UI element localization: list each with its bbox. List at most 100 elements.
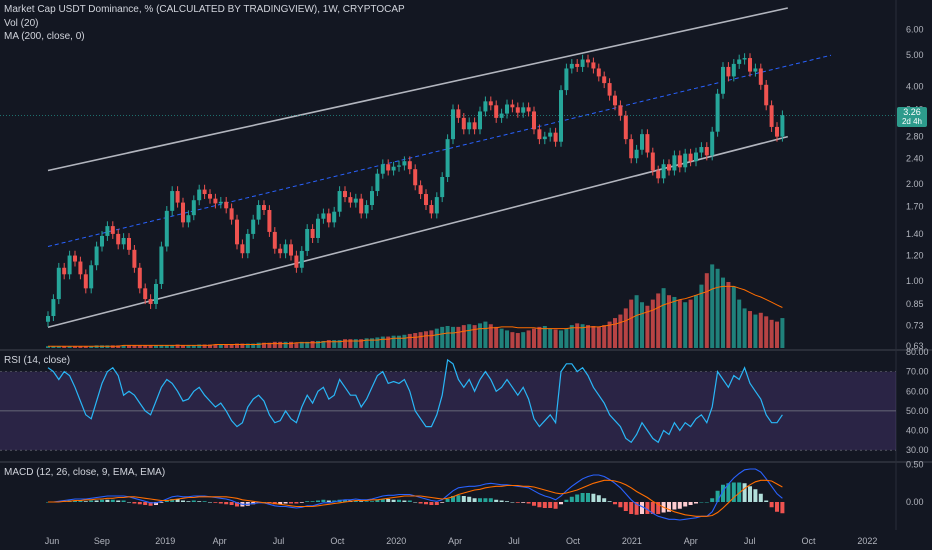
candle-body [634,149,639,159]
volume-bar [575,323,580,348]
candle-body [656,170,661,179]
volume-bar [353,339,358,348]
macd-histogram-bar [461,496,466,502]
candle-body [56,267,61,300]
time-axis[interactable]: Jun Sep 2019 Apr Jul Oct 2020 Apr Jul Oct 2021 Apr J… [45,536,878,546]
macd-histogram-bar [402,500,407,502]
volume-bar [175,344,180,348]
macd-histogram-bar [494,499,499,502]
macd-indicator-label[interactable]: MACD (12, 26, close, 9, EMA, EMA) [4,467,166,478]
macd-histogram-bar [672,502,677,510]
macd-histogram-bar [202,501,207,502]
volume-bar [413,333,418,348]
candle-body [186,215,191,223]
macd-pane [46,468,785,521]
macd-histogram-bar [294,502,299,504]
channel-upper-line [47,7,788,172]
price-tick-label: 1.70 [906,202,924,212]
macd-histogram-bar [488,498,493,502]
candle-body [89,265,94,289]
time-tick-label: Jul [744,536,756,546]
volume-bar [607,321,612,348]
volume-bar [656,293,661,348]
macd-histogram-bar [278,502,283,505]
bar-countdown: 2d 4h [901,117,923,126]
rsi-series-line [47,358,783,444]
candle-body [235,219,239,245]
candle-body [742,58,747,60]
time-tick-label: 2022 [857,536,877,546]
volume-bar [121,345,126,348]
volume-bar [256,342,261,348]
volume-bar [181,345,185,348]
macd-histogram-bar [742,483,747,502]
candle-body [472,122,477,130]
rsi-tick-label: 60.00 [906,386,929,396]
macd-tick-label: 0.50 [906,460,924,470]
rsi-indicator-label[interactable]: RSI (14, close) [4,355,71,366]
macd-histogram-bar [688,502,693,505]
volume-bar [267,342,272,348]
candle-body [316,218,320,238]
volume-bar [380,336,385,348]
volume-bar [78,346,83,348]
volume-indicator-label[interactable]: Vol (20) [4,18,39,29]
macd-histogram-bar [532,502,536,506]
candle-body [650,152,655,171]
volume-bar [451,326,455,348]
volume-bar [758,312,763,348]
macd-histogram-bar [110,499,115,502]
candle-body [240,244,245,254]
volume-bar [429,330,434,348]
macd-histogram-bar [591,493,596,502]
volume-bar [553,329,558,348]
candle-body [262,205,266,211]
rsi-tick-label: 70.00 [906,367,929,377]
candle-body [753,68,758,72]
volume-bar [391,335,396,348]
macd-histogram-bar [413,502,418,503]
volume-bar [694,295,698,348]
volume-bar [731,286,736,348]
candle-body [607,83,612,96]
candle-body [278,248,283,254]
volume-bar [564,328,569,348]
volume-bar [634,295,639,348]
macd-histogram-bar [602,498,607,502]
volume-bar [272,341,277,348]
candle-body [515,107,520,113]
macd-histogram-bar [397,499,401,502]
candle-body [213,198,218,204]
volume-bar [127,345,131,348]
volume-bar [402,334,407,348]
macd-histogram-bar [510,502,515,503]
price-axis[interactable]: 6.005.004.003.402.802.402.001.701.401.20… [906,25,929,507]
candle-body [229,208,234,220]
candle-body [699,147,704,153]
macd-histogram-bar [386,499,391,502]
macd-histogram-bar [564,499,569,502]
candle-body [478,111,482,130]
volume-bar [629,299,634,348]
candle-body [569,63,574,69]
ma-indicator-label[interactable]: MA (200, close, 0) [4,31,85,42]
macd-histogram-bar [758,493,763,502]
macd-histogram-bar [445,499,450,502]
volume-bar [56,346,61,348]
volume-bar [478,323,482,348]
macd-histogram-bar [121,500,126,502]
volume-bar [645,305,650,348]
volume-bar [688,299,693,348]
candle-body [62,267,67,275]
candle-body [256,205,261,220]
rsi-tick-label: 40.00 [906,426,929,436]
candle-body [505,104,509,114]
candle-body [121,237,126,245]
volume-bar [305,341,310,348]
volume-bar [46,346,50,348]
candle-body [629,139,634,159]
candle-body [553,132,558,142]
volume-bar [240,343,245,348]
price-candles [46,53,785,327]
